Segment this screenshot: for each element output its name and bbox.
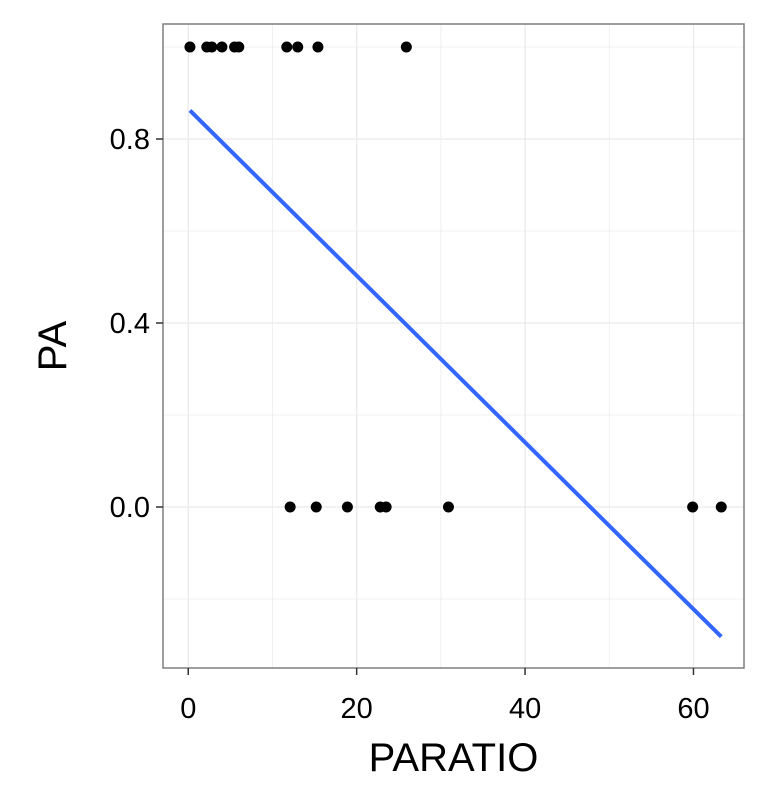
- data-point: [233, 41, 245, 53]
- y-tick-label: 0.0: [110, 492, 150, 524]
- data-point: [687, 501, 699, 513]
- data-point: [400, 41, 412, 53]
- y-tick-label: 0.4: [110, 308, 150, 340]
- data-point: [216, 41, 228, 53]
- data-point: [281, 41, 293, 53]
- x-tick-label: 60: [677, 693, 709, 725]
- x-tick-label: 0: [180, 693, 196, 725]
- fit-line: [188, 109, 723, 639]
- data-point: [184, 41, 196, 53]
- data-point: [284, 501, 296, 513]
- points-layer: [184, 41, 727, 513]
- panel-border: [162, 23, 745, 669]
- data-point: [380, 501, 392, 513]
- data-point: [715, 501, 727, 513]
- data-point: [292, 41, 304, 53]
- data-point: [341, 501, 353, 513]
- x-tick-label: 40: [509, 693, 541, 725]
- data-point: [310, 501, 322, 513]
- axis-ticks: [156, 138, 695, 675]
- data-point: [206, 41, 218, 53]
- y-axis-title: PA: [31, 320, 75, 371]
- data-point: [442, 501, 454, 513]
- x-tick-label: 20: [341, 693, 373, 725]
- data-point: [312, 41, 324, 53]
- fit-line-layer: [188, 109, 723, 639]
- grid-lines: [163, 24, 744, 668]
- x-axis-title: PARATIO: [369, 736, 539, 780]
- y-tick-label: 0.8: [110, 124, 150, 156]
- tick-labels: 0 20 40 60 0.0 0.4 0.8: [110, 124, 710, 725]
